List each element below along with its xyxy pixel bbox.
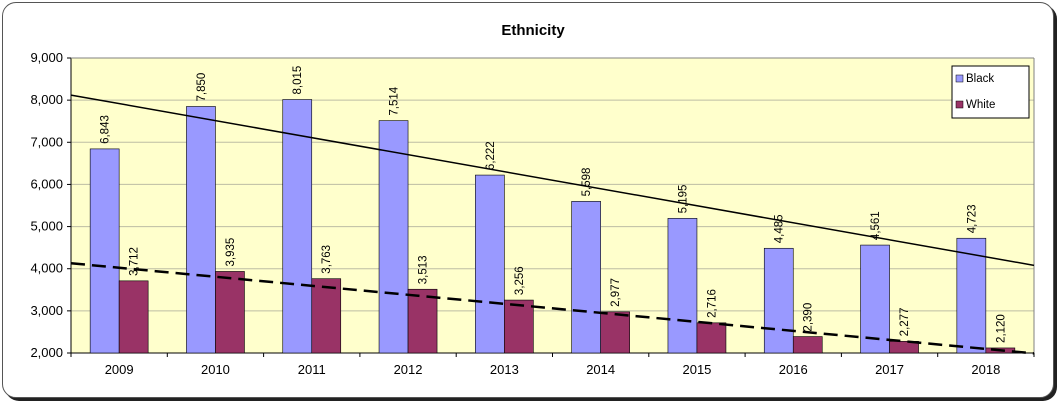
bar-white-2013 [504,299,534,354]
data-label-white: 3,712 [129,247,141,276]
legend-swatch-white [955,100,964,109]
data-label-white: 3,256 [514,266,526,295]
data-label-black: 5,195 [677,185,689,214]
bar-black-2011 [282,99,313,354]
y-tick-label: 9,000 [30,50,63,65]
data-label-white: 3,763 [321,245,333,274]
x-tick-label: 2013 [490,362,519,377]
data-label-black: 4,561 [870,211,882,240]
data-label-black: 7,850 [196,73,208,102]
y-tick-label: 5,000 [30,219,63,234]
trendline-black [70,94,1035,267]
data-label-white: 2,277 [899,308,911,337]
bar-black-2016 [763,247,794,354]
plot-area: 2,000 3,000 4,000 5,000 6,000 7,000 8,000 9,000… [30,50,1035,377]
x-tick-label: 2017 [875,362,904,377]
data-label-white: 2,390 [803,303,815,332]
y-tick-label: 8,000 [30,92,63,107]
bar-white-2012 [407,288,438,354]
x-tick-label: 2014 [586,362,615,377]
bar-white-2010 [215,271,245,354]
bar-white-2009 [118,280,149,354]
data-label-white: 2,977 [610,278,622,307]
bar-white-2015 [696,322,727,354]
x-tick-label: 2015 [682,362,711,377]
y-tick-label: 2,000 [30,345,63,360]
data-label-black: 6,222 [485,141,497,170]
bar-black-2010 [186,106,216,354]
y-tick-label: 3,000 [30,303,63,318]
data-label-black: 5,598 [581,168,593,197]
data-label-black: 8,015 [292,66,304,95]
bar-black-2017 [860,244,890,354]
bar-white-2017 [889,341,919,354]
x-tick-label: 2011 [298,362,326,377]
bar-black-2009 [89,148,120,354]
data-label-white: 3,513 [418,255,430,284]
x-tick-label: 2016 [779,362,808,377]
bar-black-2018 [956,237,987,354]
legend-box [951,65,1030,119]
bar-black-2014 [571,201,601,354]
x-tick-label: 2012 [394,362,423,377]
legend-swatch-black [955,74,964,83]
data-label-white: 2,120 [995,314,1007,343]
y-tick-label: 7,000 [30,134,63,149]
data-label-white: 3,935 [225,238,237,267]
x-tick-label: 2010 [201,362,230,377]
legend-label-black: Black [966,73,994,85]
data-label-black: 6,843 [100,115,112,144]
bar-white-2011 [311,278,342,354]
y-tick-label: 6,000 [30,176,63,191]
legend-label-white: White [966,99,995,111]
bar-white-2016 [792,336,823,354]
y-tick-label: 4,000 [30,261,63,276]
bar-white-2014 [600,311,630,354]
x-tick-label: 2018 [971,362,1000,377]
x-tick-label: 2009 [105,362,134,377]
trendline-white [70,261,1035,355]
bar-black-2012 [378,120,409,354]
data-label-black: 7,514 [389,86,401,115]
data-label-black: 4,723 [966,204,978,233]
legend: Black White [951,65,1030,119]
data-label-white: 2,716 [706,289,718,318]
data-label-black: 4,485 [774,214,786,243]
chart-title: Ethnicity [501,22,565,39]
bar-black-2013 [475,174,505,354]
bar-black-2015 [667,218,698,354]
